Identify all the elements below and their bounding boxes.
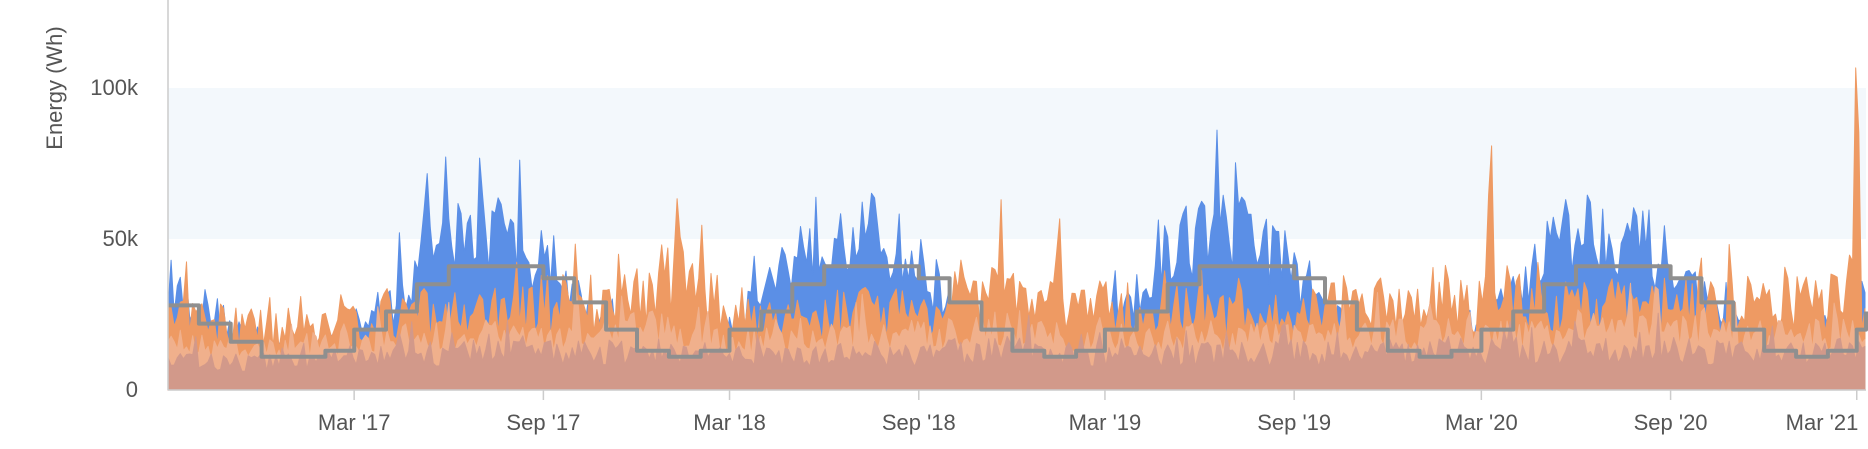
x-tick-label: Mar '18 xyxy=(693,410,766,435)
x-tick-label: Sep '20 xyxy=(1634,410,1708,435)
y-tick-label: 100k xyxy=(90,75,139,100)
series-layer xyxy=(167,67,1868,391)
x-tick-labels: Mar '17 Sep '17 Mar '18 Sep '18 Mar '19 Sep '… xyxy=(318,390,1859,435)
y-tick-labels: 0 50k 100k xyxy=(90,75,139,402)
x-tick-label: Sep '17 xyxy=(506,410,580,435)
y-tick-label: 50k xyxy=(103,226,139,251)
x-tick-label: Sep '18 xyxy=(882,410,956,435)
x-tick-label: Mar '20 xyxy=(1445,410,1518,435)
x-tick-label: Mar '17 xyxy=(318,410,391,435)
axes xyxy=(167,0,1866,391)
y-axis-title: Energy (Wh) xyxy=(42,26,67,149)
grid-bands xyxy=(168,88,1866,239)
step-line-monthly xyxy=(168,264,1868,359)
x-tick-label: Mar '21 xyxy=(1786,410,1859,435)
grid-band-0 xyxy=(168,88,1866,239)
x-tick-label: Sep '19 xyxy=(1257,410,1331,435)
x-tick-label: Mar '19 xyxy=(1069,410,1142,435)
y-tick-label: 0 xyxy=(126,377,138,402)
